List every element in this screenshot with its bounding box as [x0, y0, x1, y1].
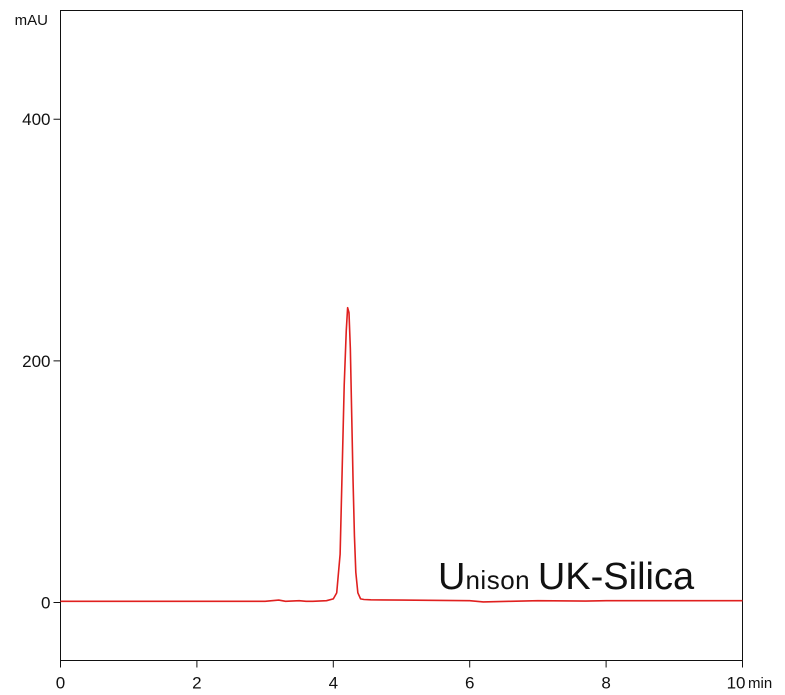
svg-text:Unison UK-Silica: Unison UK-Silica — [438, 556, 695, 598]
product-name: UK-Silica — [538, 556, 695, 598]
x-unit-label: min — [748, 675, 772, 692]
y-unit-label: mAU — [15, 12, 48, 29]
y-tick-label: 0 — [41, 594, 50, 613]
chromatogram-trace — [60, 306, 743, 603]
x-tick-label: 10 — [727, 674, 746, 693]
x-tick-label: 4 — [329, 674, 338, 693]
x-tick-label: 0 — [56, 674, 65, 693]
y-axis-ticks: 0 200 400 — [22, 110, 61, 613]
x-tick-label: 2 — [192, 674, 201, 693]
x-axis-ticks: 0 2 4 6 8 10 — [56, 660, 746, 693]
brand-initial: U — [438, 556, 465, 598]
y-tick-label: 200 — [22, 352, 50, 371]
x-tick-label: 8 — [601, 674, 610, 693]
plot-frame — [60, 10, 743, 661]
x-tick-label: 6 — [465, 674, 474, 693]
brand-rest: nison — [465, 565, 530, 595]
brand-annotation: Unison UK-Silica — [438, 556, 695, 598]
y-tick-label: 400 — [22, 110, 50, 129]
